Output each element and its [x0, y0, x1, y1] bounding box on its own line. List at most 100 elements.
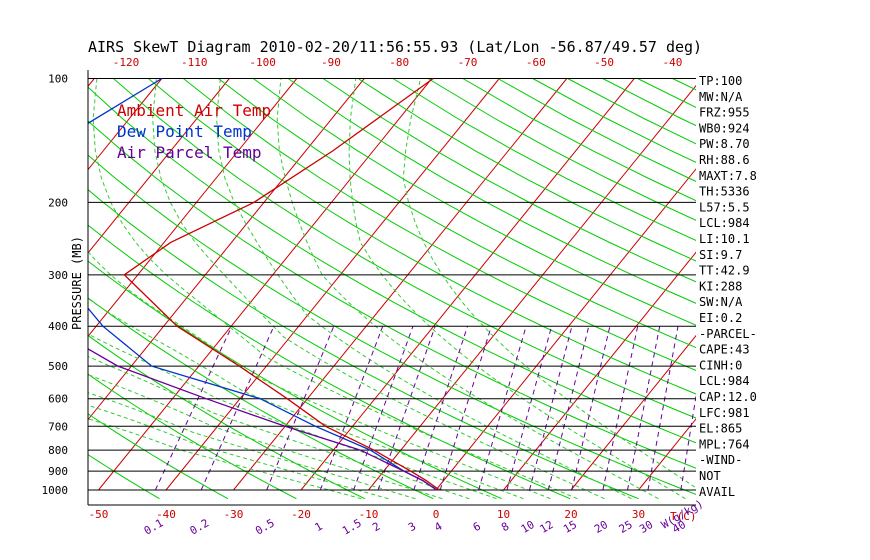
dry-adiabat-line [88, 297, 434, 500]
index-item: AVAIL [699, 485, 735, 499]
mixing-ratio-tick-label: 2 [370, 520, 382, 535]
mixing-ratio-line [547, 326, 590, 491]
dry-adiabat-line [252, 78, 696, 326]
top-temp-tick-label: -50 [594, 56, 614, 69]
pressure-tick-label: 200 [48, 196, 68, 209]
bottom-temp-tick-label: 30 [632, 508, 645, 521]
moist-adiabat-line [88, 374, 443, 500]
mixing-ratio-line [647, 326, 679, 491]
mixing-ratio-line [529, 326, 573, 491]
pressure-tick-label: 900 [48, 465, 68, 478]
dry-adiabat-line [88, 454, 160, 500]
dry-adiabat-line [742, 79, 870, 499]
pressure-tick-label: 500 [48, 360, 68, 373]
mixing-ratio-tick-label: 3 [406, 520, 418, 535]
mixing-ratio-tick-label: 1 [313, 520, 325, 535]
profile-air-parcel-temp [88, 348, 438, 491]
dry-adiabat-line [88, 154, 696, 495]
profile-ambient-air-temp [123, 77, 440, 491]
isotherm-line [435, 168, 696, 491]
index-item: TP:100 [699, 74, 742, 88]
index-item: CINH:0 [699, 358, 742, 372]
isotherm-line [165, 78, 500, 491]
top-temp-tick-label: -120 [113, 56, 140, 69]
mixing-ratio-line [439, 326, 492, 491]
dry-adiabat-line [322, 78, 696, 283]
y-axis-label: PRESSURE (MB) [70, 236, 84, 330]
index-item: KI:288 [699, 279, 742, 293]
index-item: -PARCEL- [699, 327, 757, 341]
top-temp-tick-label: -70 [458, 56, 478, 69]
dry-adiabat-line [148, 78, 696, 395]
pressure-tick-label: 300 [48, 269, 68, 282]
index-item: SW:N/A [699, 295, 743, 309]
mixing-ratio-line [353, 326, 414, 491]
mixing-ratio-tick-label: 6 [471, 520, 483, 535]
mixing-ratio-tick-label: 4 [432, 519, 445, 534]
index-item: NOT [699, 469, 721, 483]
isotherm-line [638, 418, 696, 491]
legend: Ambient Air Temp Dew Point Temp Air Parcel… [117, 101, 271, 162]
index-item: PW:8.70 [699, 137, 750, 151]
mixing-ratio-line [478, 326, 527, 491]
dry-adiabat-line [88, 260, 502, 500]
moist-adiabat-line [276, 78, 659, 500]
mixing-ratio-tick-label: 8 [499, 520, 511, 535]
isotherm-line [88, 78, 298, 338]
pressure-tick-label: 1000 [42, 484, 69, 497]
index-item: -WIND- [699, 453, 742, 467]
dry-adiabat-line [88, 86, 696, 444]
isotherm-line [88, 78, 163, 171]
dry-adiabat-line [777, 79, 870, 499]
isotherm-line [503, 251, 696, 491]
isotherm-line [368, 84, 696, 491]
dry-adiabat-line [287, 78, 696, 304]
moist-adiabat-line [88, 418, 362, 500]
top-temp-tick-label: -40 [662, 56, 682, 69]
mixing-ratio-line [319, 326, 384, 491]
legend-entry: Air Parcel Temp [117, 143, 262, 162]
moist-adiabat-line [402, 78, 696, 489]
dry-adiabat-line [113, 78, 696, 419]
dry-adiabat-line [88, 413, 229, 500]
dry-adiabat-line [183, 78, 696, 371]
index-item: EI:0.2 [699, 311, 742, 325]
dry-adiabat-line [637, 78, 696, 109]
index-item: WB0:924 [699, 121, 750, 135]
pressure-tick-label: 700 [48, 420, 68, 433]
chart-title: AIRS SkewT Diagram 2010-02-20/11:56:55.9… [88, 38, 702, 56]
index-item: LCL:984 [699, 374, 750, 388]
dry-adiabat-line [357, 78, 696, 262]
mixing-ratio-tick-label: 40 [670, 518, 688, 536]
index-item: LI:10.1 [699, 232, 750, 246]
dry-adiabat-line [812, 79, 870, 499]
moist-adiabat-line [88, 355, 470, 500]
mixing-ratio-tick-label: 20 [592, 518, 610, 536]
isotherm-line [841, 79, 870, 491]
moist-adiabat-line [348, 78, 686, 500]
bottom-temp-tick-label: 20 [564, 508, 577, 521]
dry-adiabat-line [88, 120, 696, 469]
top-temp-tick-label: -80 [389, 56, 409, 69]
bottom-temp-tick-label: 0 [433, 508, 440, 521]
bottom-temp-tick-label: -50 [89, 508, 109, 521]
mixing-ratio-line [506, 326, 553, 491]
index-item: SI:9.7 [699, 248, 742, 262]
isotherm-line [300, 78, 635, 491]
mixing-ratio-line [680, 393, 696, 491]
index-item: TT:42.9 [699, 264, 750, 278]
mixing-ratio-line [413, 326, 469, 491]
mixing-ratio-tick-label: 15 [561, 518, 579, 536]
mixing-ratio-tick-label: 0.2 [188, 516, 212, 537]
mixing-ratio-tick-label: 10 [519, 518, 537, 536]
pressure-tick-label: 600 [48, 393, 68, 406]
bottom-temp-tick-label: -20 [291, 508, 311, 521]
moist-adiabat-line [88, 404, 389, 500]
index-item: CAP:12.0 [699, 390, 757, 404]
isotherm-line [233, 78, 568, 491]
bottom-temp-tick-label: -10 [359, 508, 379, 521]
mixing-ratio-line [154, 326, 233, 491]
dry-adiabat-line [217, 78, 696, 349]
